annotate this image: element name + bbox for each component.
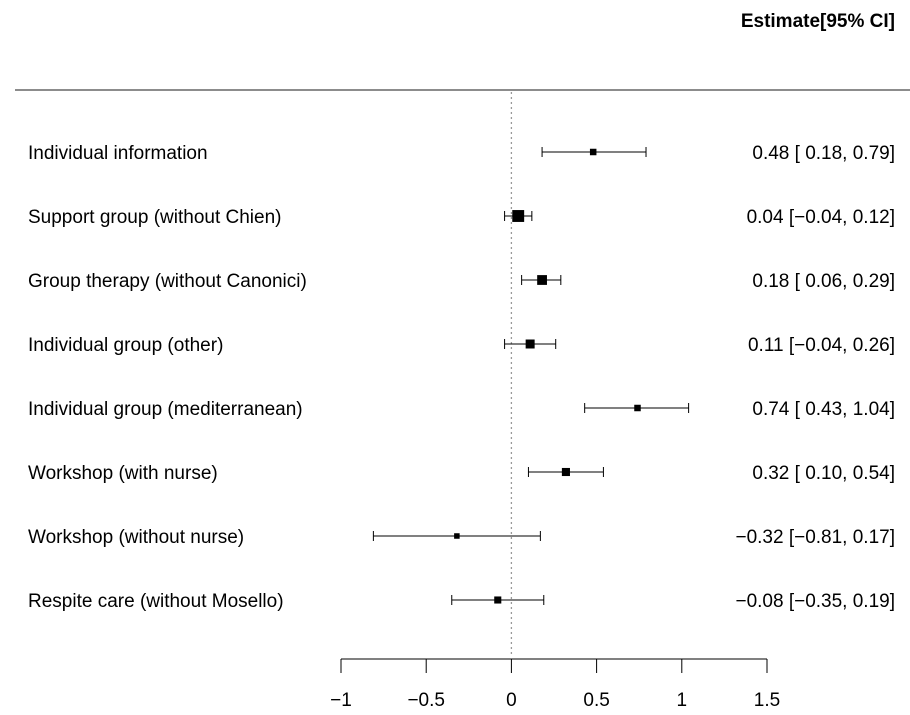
- study-row: Workshop (without nurse) −0.32 [−0.81, 0.…: [28, 527, 895, 548]
- point-estimate-square: [634, 404, 641, 412]
- x-axis: −1 −0.5 0 0.5 1 1.5: [330, 658, 780, 711]
- study-label: Group therapy (without Canonici): [28, 271, 307, 292]
- study-row: Individual group (other) 0.11 [−0.04, 0.2…: [28, 335, 895, 356]
- study-row: Workshop (with nurse) 0.32 [ 0.10, 0.54]: [28, 463, 895, 484]
- point-estimate-square: [525, 339, 535, 349]
- x-tick-label: 0: [506, 690, 517, 711]
- point-estimate-square: [494, 596, 502, 604]
- study-label: Individual information: [28, 143, 208, 164]
- study-row: Individual information 0.48 [ 0.18, 0.79]: [28, 143, 895, 164]
- point-estimate-square: [537, 275, 547, 285]
- point-estimate-square: [512, 210, 525, 222]
- study-row: Support group (without Chien) 0.04 [−0.04…: [28, 207, 895, 228]
- estimate-ci-text: 0.04 [−0.04, 0.12]: [747, 207, 895, 228]
- estimate-ci-text: 0.74 [ 0.43, 1.04]: [752, 399, 895, 420]
- estimate-ci-text: 0.32 [ 0.10, 0.54]: [752, 463, 895, 484]
- study-row: Group therapy (without Canonici) 0.18 [ 0…: [28, 271, 895, 292]
- x-tick-label: −0.5: [407, 690, 445, 711]
- study-rows: Individual information 0.48 [ 0.18, 0.79]…: [28, 143, 895, 612]
- estimate-ci-text: 0.48 [ 0.18, 0.79]: [752, 143, 895, 164]
- x-tick-label: 1: [677, 690, 688, 711]
- study-label: Support group (without Chien): [28, 207, 281, 228]
- study-label: Individual group (other): [28, 335, 223, 356]
- study-row: Individual group (mediterranean) 0.74 [ 0…: [28, 399, 895, 420]
- x-tick-label: −1: [330, 690, 352, 711]
- study-label: Respite care (without Mosello): [28, 591, 284, 612]
- study-row: Respite care (without Mosello) −0.08 [−0.…: [28, 591, 895, 612]
- estimate-ci-text: 0.11 [−0.04, 0.26]: [748, 335, 895, 356]
- point-estimate-square: [561, 467, 570, 477]
- x-tick-label: 0.5: [583, 690, 609, 711]
- x-tick-label: 1.5: [754, 690, 780, 711]
- point-estimate-square: [454, 533, 460, 539]
- estimate-ci-text: −0.08 [−0.35, 0.19]: [735, 591, 895, 612]
- point-estimate-square: [589, 148, 597, 156]
- study-label: Individual group (mediterranean): [28, 399, 303, 420]
- study-label: Workshop (with nurse): [28, 463, 218, 484]
- estimate-column-header: Estimate[95% CI]: [741, 11, 895, 32]
- estimate-ci-text: 0.18 [ 0.06, 0.29]: [752, 271, 895, 292]
- estimate-ci-text: −0.32 [−0.81, 0.17]: [735, 527, 895, 548]
- study-label: Workshop (without nurse): [28, 527, 244, 548]
